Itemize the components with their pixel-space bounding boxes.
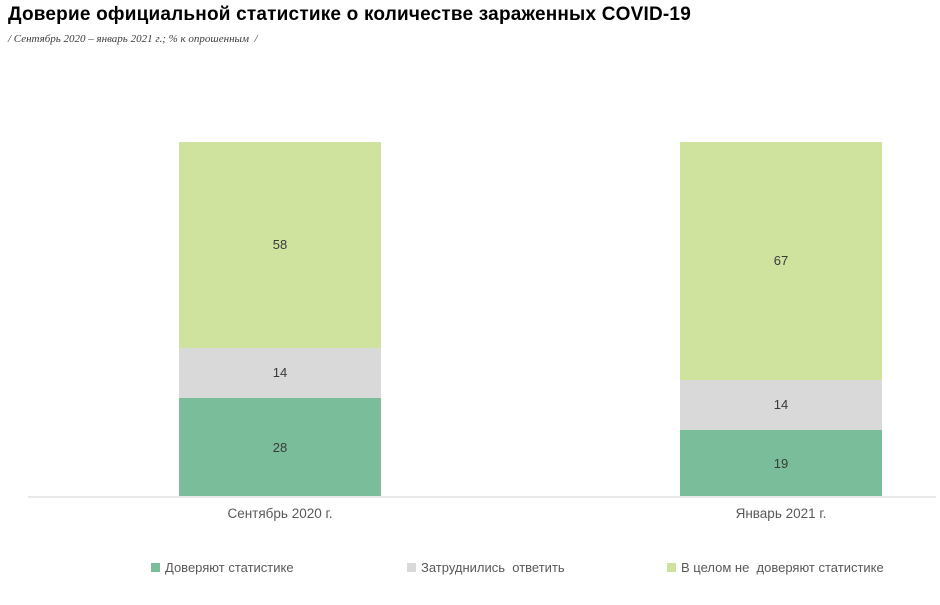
chart-title: Доверие официальной статистике о количес…: [8, 4, 691, 25]
bar-segment: 58: [179, 142, 381, 348]
bar-segment: 14: [680, 379, 882, 430]
legend-item: Доверяют статистике: [151, 560, 294, 575]
legend-swatch: [407, 563, 416, 572]
bar-value-label: 58: [272, 237, 288, 253]
bar-column: 19 14 67: [680, 142, 882, 497]
legend-item: В целом не доверяют статистике: [667, 560, 884, 575]
chart-subtitle: / Сентябрь 2020 – январь 2021 г.; % к оп…: [8, 33, 258, 45]
bar-segment: 14: [179, 347, 381, 398]
bar-value-label: 19: [773, 455, 789, 471]
x-axis-label: Сентябрь 2020 г.: [227, 506, 333, 521]
legend-swatch: [151, 563, 160, 572]
legend-swatch: [667, 563, 676, 572]
bar-value-label: 28: [272, 439, 288, 455]
bar-value-label: 67: [773, 253, 789, 269]
bar-value-label: 14: [272, 365, 288, 381]
x-axis-label: Январь 2021 г.: [735, 506, 827, 521]
legend-item: Затруднились ответить: [407, 560, 565, 575]
bar-value-label: 14: [773, 397, 789, 413]
legend-label: В целом не доверяют статистике: [681, 560, 884, 575]
bar-segment: 28: [179, 397, 381, 497]
legend-label: Доверяют статистике: [165, 560, 294, 575]
x-axis-line: [28, 496, 936, 498]
bar-segment: 19: [680, 429, 882, 497]
bar-segment: 67: [680, 142, 882, 380]
legend-label: Затруднились ответить: [421, 560, 565, 575]
legend: Доверяют статистике Затруднились ответит…: [0, 560, 940, 584]
bar-column: 28 14 58: [179, 142, 381, 497]
